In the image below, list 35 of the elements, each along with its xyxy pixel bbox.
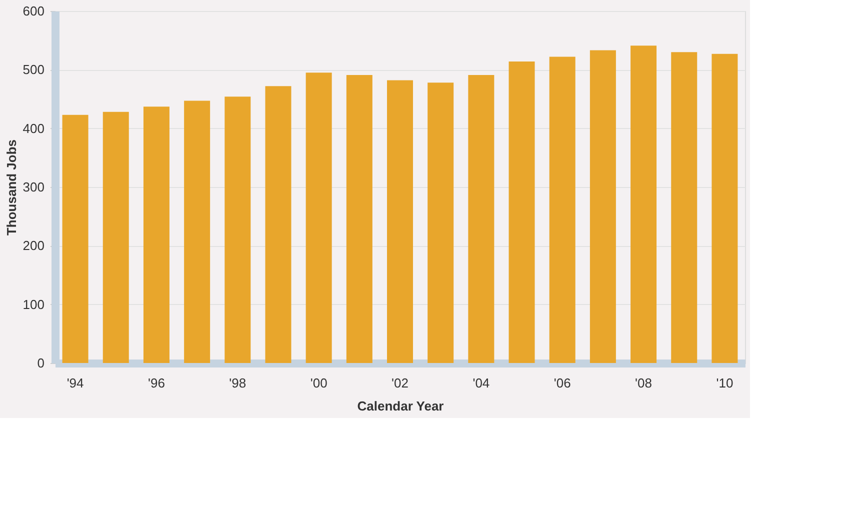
bar — [387, 80, 413, 363]
y-tick-label: 600 — [22, 4, 44, 18]
bar — [590, 50, 616, 363]
bar — [428, 82, 454, 363]
bar — [143, 106, 170, 363]
x-tick-label: '96 — [148, 376, 165, 390]
x-tick-label: '10 — [716, 376, 734, 390]
x-tick-label: '08 — [635, 376, 652, 390]
bar — [224, 96, 251, 363]
y-axis-title: Thousand Jobs — [4, 139, 19, 236]
bar — [306, 72, 332, 363]
bar — [508, 61, 535, 363]
y-tick-label: 500 — [22, 62, 44, 78]
bar — [265, 86, 292, 363]
bar — [468, 74, 494, 363]
y-tick-label: 0 — [37, 356, 44, 370]
bar — [712, 54, 738, 363]
x-axis-title: Calendar Year — [357, 398, 444, 414]
x-tick-label: '98 — [229, 376, 246, 390]
y-tick-label: 400 — [22, 120, 44, 136]
x-tick-label: '00 — [310, 376, 328, 390]
x-tick-label: '04 — [472, 376, 490, 390]
bar — [549, 56, 576, 363]
x-tick-label: '02 — [392, 376, 408, 390]
y-tick-label: 100 — [22, 296, 44, 312]
bar — [62, 114, 88, 363]
bar — [346, 74, 372, 363]
x-tick-label: '06 — [554, 376, 571, 390]
bar — [671, 52, 698, 363]
bar — [184, 100, 210, 363]
y-tick-label: 200 — [22, 238, 44, 254]
bar — [102, 112, 129, 363]
x-tick-label: '94 — [66, 376, 84, 390]
y-tick-label: 300 — [22, 180, 44, 194]
bar — [630, 46, 657, 363]
